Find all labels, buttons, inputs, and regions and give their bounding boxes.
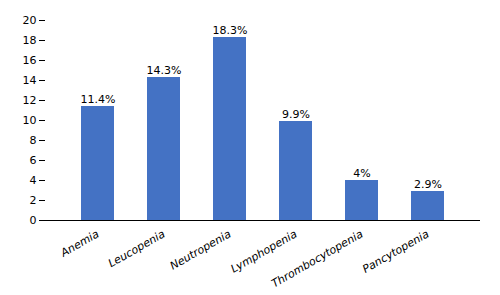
svg-text:10: 10 (23, 114, 37, 127)
svg-text:6: 6 (30, 154, 37, 167)
svg-text:0: 0 (30, 214, 37, 227)
svg-text:4: 4 (30, 174, 37, 187)
svg-text:4%: 4% (353, 167, 370, 180)
svg-text:Thrombocytopenia: Thrombocytopenia (269, 227, 365, 290)
svg-text:Neutropenia: Neutropenia (168, 227, 234, 272)
svg-text:14: 14 (23, 74, 37, 87)
svg-text:12: 12 (23, 94, 37, 107)
svg-text:Pancytopenia: Pancytopenia (360, 227, 431, 276)
svg-text:Anemia: Anemia (58, 227, 102, 260)
svg-text:9.9%: 9.9% (282, 108, 310, 121)
svg-text:16: 16 (23, 54, 37, 67)
svg-text:8: 8 (30, 134, 37, 147)
svg-text:11.4%: 11.4% (81, 93, 116, 106)
svg-text:Leucopenia: Leucopenia (106, 227, 167, 270)
svg-text:Lymphopenia: Lymphopenia (228, 227, 300, 276)
svg-text:18.3%: 18.3% (213, 24, 248, 37)
svg-text:2.9%: 2.9% (414, 178, 442, 191)
svg-text:14.3%: 14.3% (147, 64, 182, 77)
svg-text:18: 18 (23, 34, 37, 47)
svg-text:2: 2 (30, 194, 37, 207)
svg-text:20: 20 (23, 14, 37, 27)
